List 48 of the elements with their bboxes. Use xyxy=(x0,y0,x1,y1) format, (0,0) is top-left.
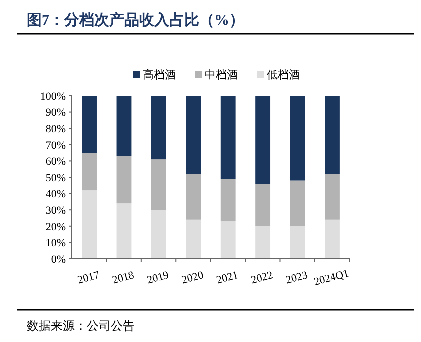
bar xyxy=(325,96,340,174)
bar xyxy=(290,96,306,181)
x-tick-label: 2019 xyxy=(146,269,171,287)
legend-label: 中档酒 xyxy=(205,68,238,82)
x-tick-label: 2018 xyxy=(111,269,136,287)
bar xyxy=(290,226,306,259)
bar xyxy=(116,156,132,204)
bar xyxy=(186,220,202,259)
x-tick-label: 2017 xyxy=(76,269,102,287)
bar xyxy=(220,222,236,259)
y-tick-label: 0% xyxy=(51,254,66,266)
bar xyxy=(82,96,97,154)
x-tick-label: 2022 xyxy=(250,269,274,287)
chart-title: 图7：分档次产品收入占比（%） xyxy=(27,12,244,29)
bar xyxy=(256,96,271,184)
x-tick-label: 2024Q1 xyxy=(313,268,350,288)
legend-label: 低档酒 xyxy=(267,68,300,82)
y-tick-label: 50% xyxy=(46,172,66,184)
y-tick-label: 70% xyxy=(46,140,66,152)
bar xyxy=(151,160,166,210)
y-tick-label: 20% xyxy=(46,221,66,234)
x-tick-label: 2020 xyxy=(180,269,206,287)
bar xyxy=(256,226,271,259)
y-tick-label: 90% xyxy=(46,107,66,120)
bar xyxy=(325,220,340,259)
bar xyxy=(151,210,166,259)
bar xyxy=(186,96,202,174)
y-tick-label: 10% xyxy=(46,238,66,250)
bar xyxy=(116,96,132,156)
bar xyxy=(220,96,236,180)
y-tick-label: 60% xyxy=(46,156,66,168)
bar xyxy=(256,184,271,226)
x-tick-label: 2021 xyxy=(215,269,240,287)
source-note: 数据来源：公司公告 xyxy=(27,319,135,333)
y-tick-label: 40% xyxy=(46,188,66,201)
bar xyxy=(325,174,340,220)
legend-label: 高档酒 xyxy=(143,68,176,82)
bar xyxy=(82,153,97,191)
x-tick-label: 2023 xyxy=(284,269,310,287)
bar xyxy=(220,179,236,222)
bar xyxy=(290,180,306,226)
y-tick-label: 30% xyxy=(46,204,66,217)
y-tick-label: 100% xyxy=(40,90,66,103)
bar xyxy=(116,204,132,259)
bar xyxy=(186,174,202,220)
bar xyxy=(151,96,166,160)
bar xyxy=(82,190,97,259)
y-tick-label: 80% xyxy=(46,123,66,136)
